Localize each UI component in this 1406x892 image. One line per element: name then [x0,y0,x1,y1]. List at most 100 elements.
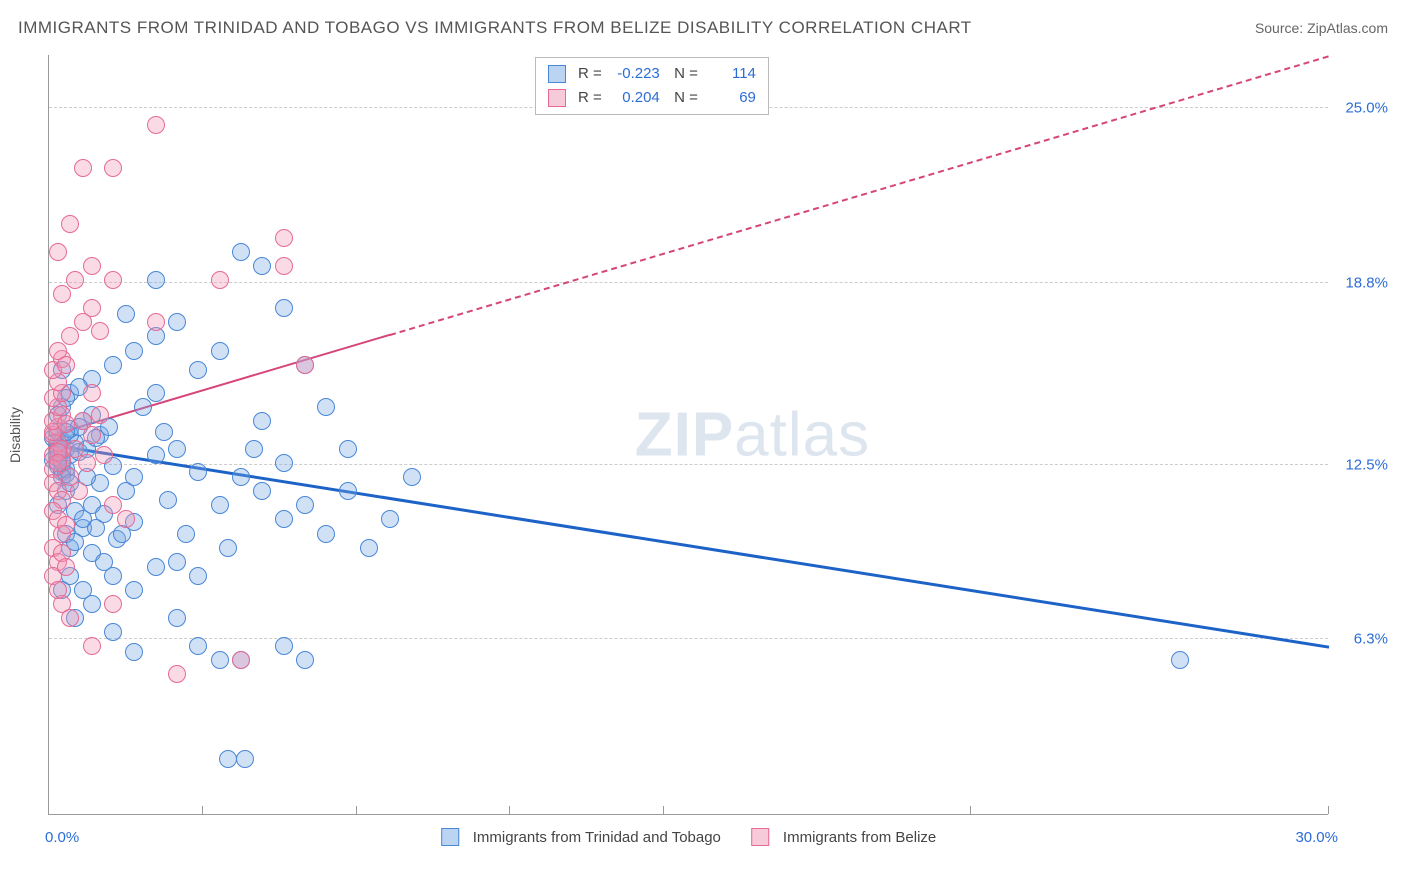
data-point-belize [83,637,101,655]
data-point-trinidad [245,440,263,458]
swatch-trinidad [548,65,566,83]
data-point-belize [57,415,75,433]
data-point-belize [53,285,71,303]
n-label: N = [666,86,698,110]
data-point-trinidad [125,643,143,661]
data-point-trinidad [155,423,173,441]
data-point-trinidad [125,342,143,360]
data-point-trinidad [275,637,293,655]
data-point-trinidad [403,468,421,486]
data-point-trinidad [360,539,378,557]
stats-row-trinidad: R = -0.223 N = 114 [548,62,756,86]
data-point-trinidad [296,651,314,669]
legend-item-trinidad: Immigrants from Trinidad and Tobago [441,828,721,846]
data-point-trinidad [147,384,165,402]
data-point-belize [49,243,67,261]
data-point-trinidad [1171,651,1189,669]
data-point-belize [49,581,67,599]
data-point-belize [66,271,84,289]
data-point-trinidad [168,609,186,627]
data-point-trinidad [232,468,250,486]
data-point-belize [83,384,101,402]
data-point-trinidad [95,553,113,571]
data-point-trinidad [168,313,186,331]
data-point-trinidad [381,510,399,528]
data-point-trinidad [211,651,229,669]
data-point-belize [104,271,122,289]
data-point-belize [57,356,75,374]
data-point-trinidad [147,446,165,464]
n-value-belize: 69 [704,86,756,110]
data-point-trinidad [168,553,186,571]
data-point-belize [74,159,92,177]
r-value-trinidad: -0.223 [608,62,660,86]
data-point-trinidad [125,581,143,599]
y-tick-label: 12.5% [1345,456,1388,473]
data-point-trinidad [147,271,165,289]
data-point-belize [104,159,122,177]
data-point-trinidad [339,482,357,500]
data-point-trinidad [253,482,271,500]
data-point-trinidad [275,454,293,472]
data-point-belize [57,516,75,534]
data-point-trinidad [211,496,229,514]
data-point-belize [275,257,293,275]
data-point-belize [275,229,293,247]
chart-title: IMMIGRANTS FROM TRINIDAD AND TOBAGO VS I… [18,18,972,38]
legend-label-trinidad: Immigrants from Trinidad and Tobago [473,829,721,846]
chart-plot-area: Disability ZIPatlas 6.3%12.5%18.8%25.0% … [48,55,1328,815]
data-point-belize [61,215,79,233]
data-point-trinidad [339,440,357,458]
legend-item-belize: Immigrants from Belize [751,828,936,846]
watermark: ZIPatlas [635,399,870,470]
x-axis-max: 30.0% [1295,829,1338,846]
data-point-trinidad [134,398,152,416]
swatch-belize [548,89,566,107]
r-value-belize: 0.204 [608,86,660,110]
swatch-belize [751,828,769,846]
data-point-belize [83,426,101,444]
data-point-belize [168,665,186,683]
data-point-trinidad [117,305,135,323]
data-point-trinidad [232,243,250,261]
data-point-belize [296,356,314,374]
data-point-trinidad [74,510,92,528]
swatch-trinidad [441,828,459,846]
source-label: Source: ZipAtlas.com [1255,20,1388,36]
data-point-trinidad [147,558,165,576]
y-tick-label: 25.0% [1345,100,1388,117]
data-point-belize [91,322,109,340]
data-point-trinidad [168,440,186,458]
data-point-trinidad [83,595,101,613]
data-point-trinidad [189,637,207,655]
data-point-trinidad [253,412,271,430]
stats-row-belize: R = 0.204 N = 69 [548,86,756,110]
data-point-trinidad [275,510,293,528]
data-point-belize [211,271,229,289]
data-point-trinidad [211,342,229,360]
data-point-belize [78,454,96,472]
r-label: R = [578,86,602,110]
data-point-trinidad [189,567,207,585]
data-point-trinidad [317,398,335,416]
data-point-trinidad [253,257,271,275]
stats-legend: R = -0.223 N = 114 R = 0.204 N = 69 [535,57,769,115]
data-point-belize [147,116,165,134]
data-point-belize [61,327,79,345]
data-point-belize [83,257,101,275]
data-point-belize [83,299,101,317]
data-point-belize [117,510,135,528]
data-point-trinidad [125,468,143,486]
data-point-trinidad [104,356,122,374]
data-point-belize [57,558,75,576]
data-point-trinidad [219,539,237,557]
data-point-belize [232,651,250,669]
data-point-belize [95,446,113,464]
data-point-trinidad [177,525,195,543]
data-point-trinidad [189,463,207,481]
data-point-belize [91,406,109,424]
data-point-belize [61,609,79,627]
y-axis-label: Disability [7,406,23,462]
r-label: R = [578,62,602,86]
y-tick-label: 6.3% [1354,631,1388,648]
